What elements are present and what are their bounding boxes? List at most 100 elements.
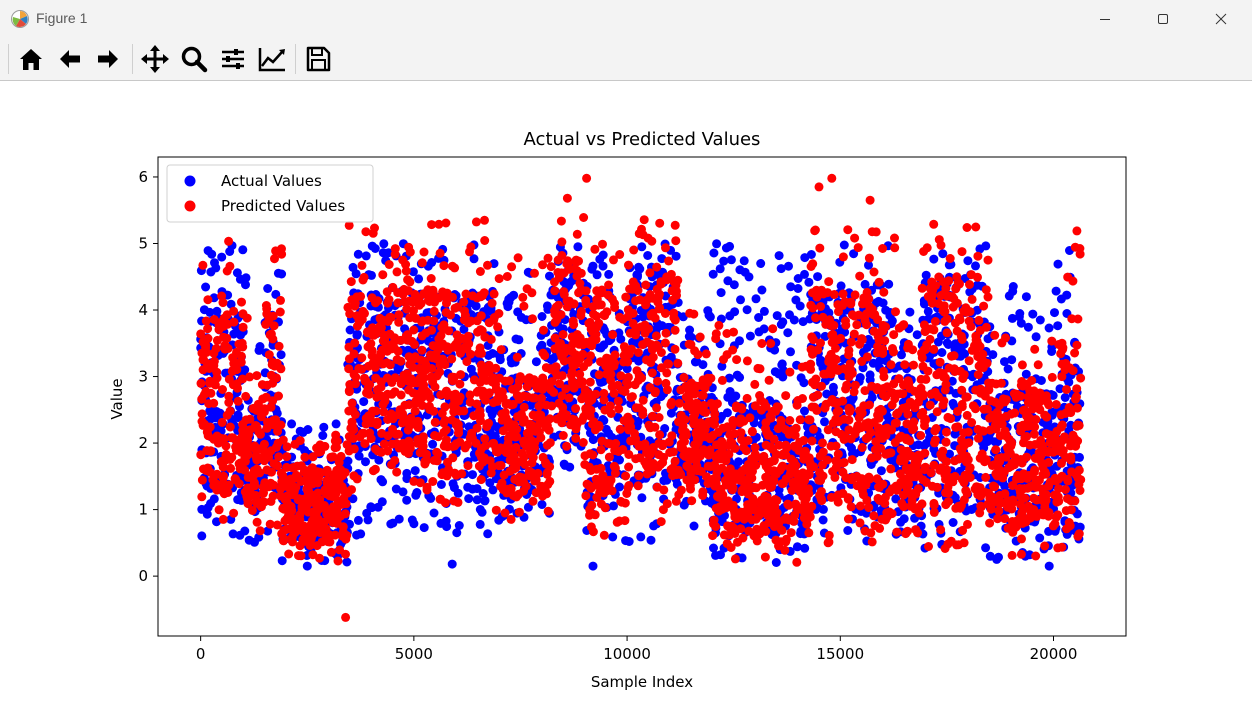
scatter-point [542,440,552,450]
scatter-point [456,370,466,380]
scatter-point [719,256,729,266]
scatter-point [654,438,664,448]
scatter-point [251,421,260,431]
scatter-point [282,462,292,472]
scatter-point [774,440,784,450]
pan-button[interactable] [138,42,172,76]
scatter-point [843,225,853,235]
scatter-point [503,302,513,312]
scatter-point [528,314,537,324]
line-chart-icon [258,48,285,72]
scatter-point [624,450,634,459]
scatter-point [417,258,427,268]
forward-button[interactable] [91,42,125,76]
scatter-point [818,460,827,470]
scatter-point [312,507,321,517]
scatter-point [478,372,488,382]
toolbar-separator [132,44,133,74]
scatter-point [459,297,469,307]
scatter-point [784,500,794,510]
scatter-point [513,307,523,317]
scatter-point [1051,286,1061,296]
scatter-point [867,537,877,547]
scatter-point [395,405,405,415]
scatter-point [306,535,315,545]
scatter-point [609,388,619,398]
scatter-point [769,455,779,465]
scatter-point [491,363,501,373]
scatter-point [592,493,602,502]
zoom-button[interactable] [177,42,211,76]
scatter-point [291,483,301,492]
scatter-point-outlier [1044,561,1054,571]
scatter-point [747,473,757,483]
maximize-button[interactable] [1134,0,1192,38]
scatter-point [197,409,207,419]
scatter-point [344,446,354,456]
edit-axis-button[interactable] [255,42,289,76]
scatter-point-outlier [588,561,598,571]
scatter-point [483,260,492,270]
scatter-point [537,312,547,321]
scatter-point [308,452,318,462]
scatter-point [206,446,215,456]
scatter-point [376,322,386,331]
scatter-point [587,264,597,274]
home-button[interactable] [14,42,48,76]
scatter-point [1047,347,1057,356]
scatter-point [397,418,407,428]
scatter-point [474,461,484,471]
scatter-point [792,400,802,410]
scatter-point [537,393,546,403]
scatter-point [497,478,507,488]
scatter-point [468,470,477,480]
close-button[interactable] [1192,0,1250,38]
scatter-point [354,451,364,461]
scatter-point [410,406,420,416]
scatter-point [249,471,259,480]
scatter-point [736,295,745,305]
scatter-point [670,456,680,466]
scatter-point [402,474,412,484]
scatter-point [390,373,400,383]
back-button[interactable] [53,42,87,76]
scatter-point [428,477,438,486]
scatter-point [800,498,810,508]
save-button[interactable] [301,42,335,76]
scatter-point [698,390,708,400]
scatter-point [755,391,765,400]
scatter-point [735,265,745,275]
scatter-point [695,332,705,342]
scatter-point [839,240,849,250]
scatter-point [215,408,225,418]
scatter-point [393,365,403,375]
scatter-point [501,399,511,409]
scatter-point [196,450,206,460]
scatter-point [972,305,982,315]
scatter-point [666,400,676,410]
scatter-point [383,446,393,456]
scatter-point [272,520,282,530]
scatter-point [950,429,960,439]
scatter-point [292,473,302,483]
configure-subplots-button[interactable] [216,42,250,76]
scatter-point [277,556,287,566]
scatter-point [295,541,305,551]
scatter-point [531,488,541,498]
scatter-point [477,507,487,517]
scatter-point [574,339,584,349]
scatter-point [1035,533,1045,543]
scatter-point [764,466,774,476]
scatter-point [345,325,355,335]
scatter-point [196,378,206,388]
scatter-point [664,359,673,369]
minimize-button[interactable] [1076,0,1134,38]
scatter-point [375,313,385,323]
scatter-point [607,486,617,496]
scatter-point [463,331,473,341]
scatter-point [198,260,208,270]
scatter-point [197,348,207,358]
scatter-point [1053,259,1063,269]
scatter-point [740,464,750,474]
